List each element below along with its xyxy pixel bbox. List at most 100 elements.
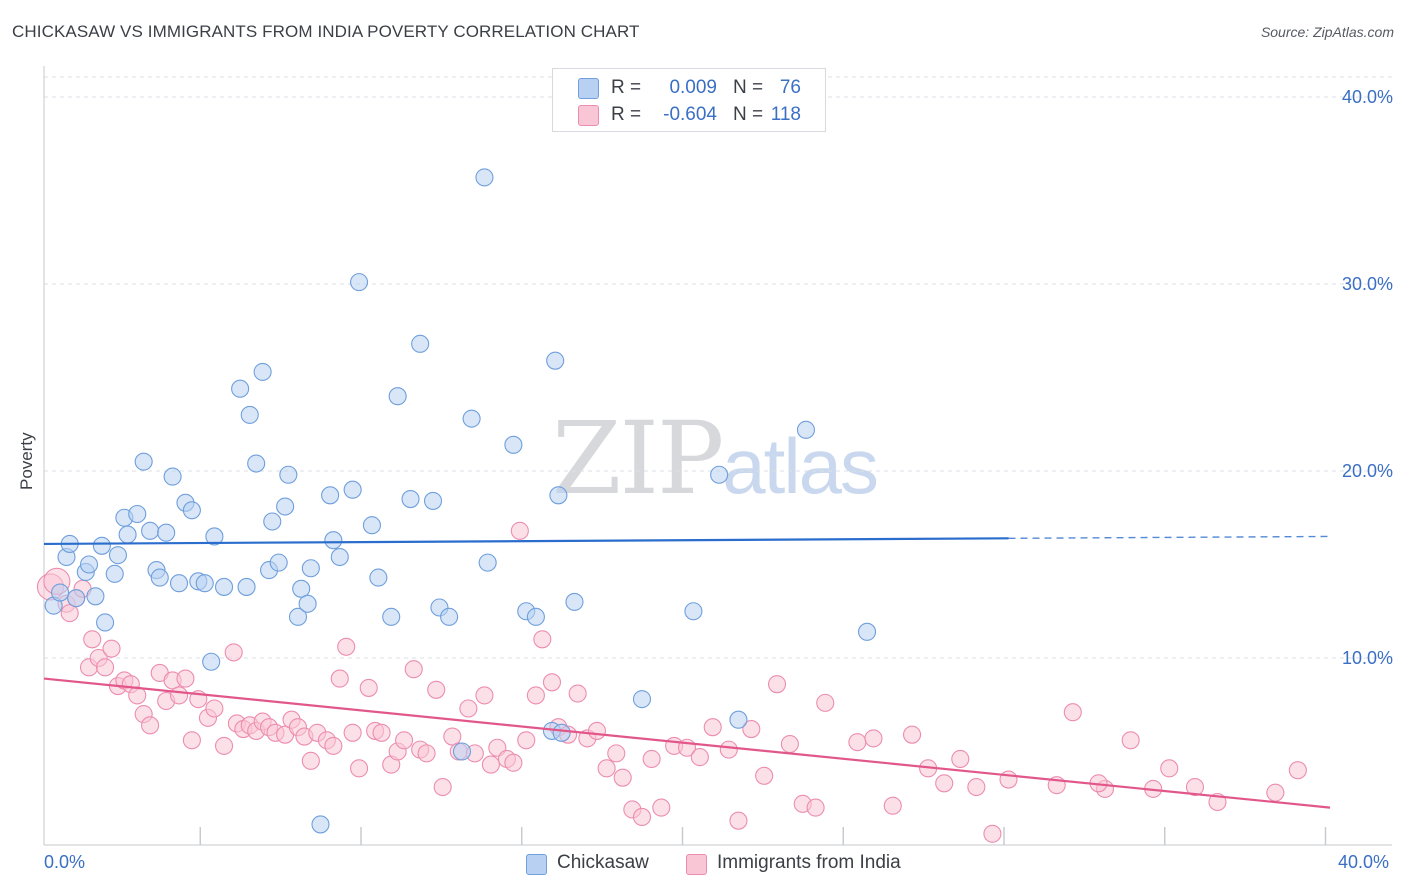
chickasaw-point <box>369 568 388 587</box>
chickasaw-point <box>163 467 182 486</box>
india-point <box>83 630 102 649</box>
chickasaw-point <box>440 607 459 626</box>
chickasaw-point <box>195 574 214 593</box>
india-point <box>607 744 626 763</box>
chickasaw-point <box>565 592 584 611</box>
india-point <box>632 807 652 827</box>
chickasaw-point <box>240 405 259 424</box>
bottom-legend-swatch-chickasaw <box>526 854 547 875</box>
legend-swatch-chickasaw <box>578 78 599 99</box>
chickasaw-point <box>796 420 816 439</box>
legend-r-value-chickasaw: 0.009 <box>669 77 717 98</box>
india-point <box>350 759 369 778</box>
india-point <box>1160 759 1179 778</box>
india-point <box>742 720 761 739</box>
india-point <box>542 673 562 692</box>
india-point <box>642 749 661 769</box>
chickasaw-point <box>478 553 497 572</box>
india-point <box>1121 731 1140 750</box>
chickasaw-point <box>157 523 176 542</box>
legend-r-label: R = <box>611 104 642 125</box>
chickasaw-point <box>504 435 523 454</box>
chickasaw-point <box>279 465 298 484</box>
chickasaw-point <box>475 168 494 187</box>
india-point <box>517 731 536 750</box>
chickasaw-point <box>298 594 317 613</box>
india-point <box>999 770 1018 789</box>
chickasaw-point <box>552 723 571 742</box>
india-point <box>372 723 391 742</box>
india-point <box>526 686 545 705</box>
india-point <box>719 740 738 759</box>
chickasaw-point <box>182 501 201 520</box>
india-point <box>301 751 320 770</box>
chickasaw-point <box>253 362 272 381</box>
india-point <box>169 686 189 705</box>
x-tick-label-min: 0.0% <box>44 852 86 872</box>
chickasaw-point <box>96 613 115 632</box>
chickasaw-point <box>108 546 127 565</box>
india-point <box>337 637 356 656</box>
chickasaw-point <box>710 465 729 484</box>
legend-n-value-india: 118 <box>770 104 801 125</box>
india-point <box>427 680 446 699</box>
india-point <box>176 669 195 688</box>
chickasaw-point <box>549 486 568 505</box>
chickasaw-point <box>292 579 311 598</box>
chickasaw-point <box>247 454 266 473</box>
chickasaw-point <box>86 587 105 606</box>
india-point <box>935 774 954 793</box>
chickasaw-point <box>134 452 153 471</box>
india-point <box>475 686 494 705</box>
india-point <box>806 798 825 817</box>
india-point <box>883 796 902 815</box>
india-point <box>902 725 922 744</box>
correlation-legend: R = 0.009 N = 76 R = -0.604 N = 118 <box>552 68 826 132</box>
india-point <box>404 660 423 679</box>
india-point <box>1063 703 1082 722</box>
y-axis-label: Poverty <box>17 432 36 490</box>
india-point <box>967 777 986 797</box>
india-point <box>343 723 362 742</box>
chickasaw-point <box>67 589 86 608</box>
chickasaw-point <box>288 607 308 626</box>
legend-r-value-india: -0.604 <box>663 104 717 125</box>
india-point <box>359 678 378 697</box>
legend-row-india: R = -0.604 N = 118 <box>553 102 825 128</box>
legend-swatch-india <box>578 105 599 126</box>
chickasaw-point <box>857 622 877 641</box>
india-point <box>703 718 722 737</box>
chickasaw-point <box>205 527 224 546</box>
chickasaw-point <box>118 525 137 544</box>
chickasaw-point <box>276 497 295 516</box>
india-point <box>613 768 632 787</box>
bottom-legend-label-chickasaw: Chickasaw <box>557 852 649 873</box>
india-point <box>433 777 452 797</box>
india-point <box>533 630 552 649</box>
india-point <box>205 699 224 718</box>
x-tick-label-max: 40.0% <box>1338 852 1390 872</box>
india-point <box>597 759 616 778</box>
y-tick-label: 10.0% <box>1342 648 1393 668</box>
india-point <box>951 749 970 769</box>
india-point <box>330 669 349 688</box>
india-point <box>816 693 835 712</box>
chickasaw-point <box>388 387 407 406</box>
watermark-zip: ZIP <box>552 400 724 517</box>
y-tick-label: 20.0% <box>1342 461 1393 481</box>
chickasaw-point <box>526 607 545 626</box>
chickasaw-point <box>51 583 70 602</box>
india-point <box>1288 761 1307 780</box>
india-point <box>60 604 79 623</box>
india-point <box>417 744 436 763</box>
india-point <box>182 731 201 750</box>
chickasaw-trend-line <box>43 537 1009 546</box>
legend-n-label: N = <box>733 104 764 125</box>
india-trend-line <box>43 677 1331 809</box>
india-point <box>324 736 343 755</box>
chickasaw-point <box>684 602 703 621</box>
chickasaw-point <box>79 555 99 574</box>
india-point <box>587 721 607 740</box>
chickasaw-point <box>546 351 565 370</box>
